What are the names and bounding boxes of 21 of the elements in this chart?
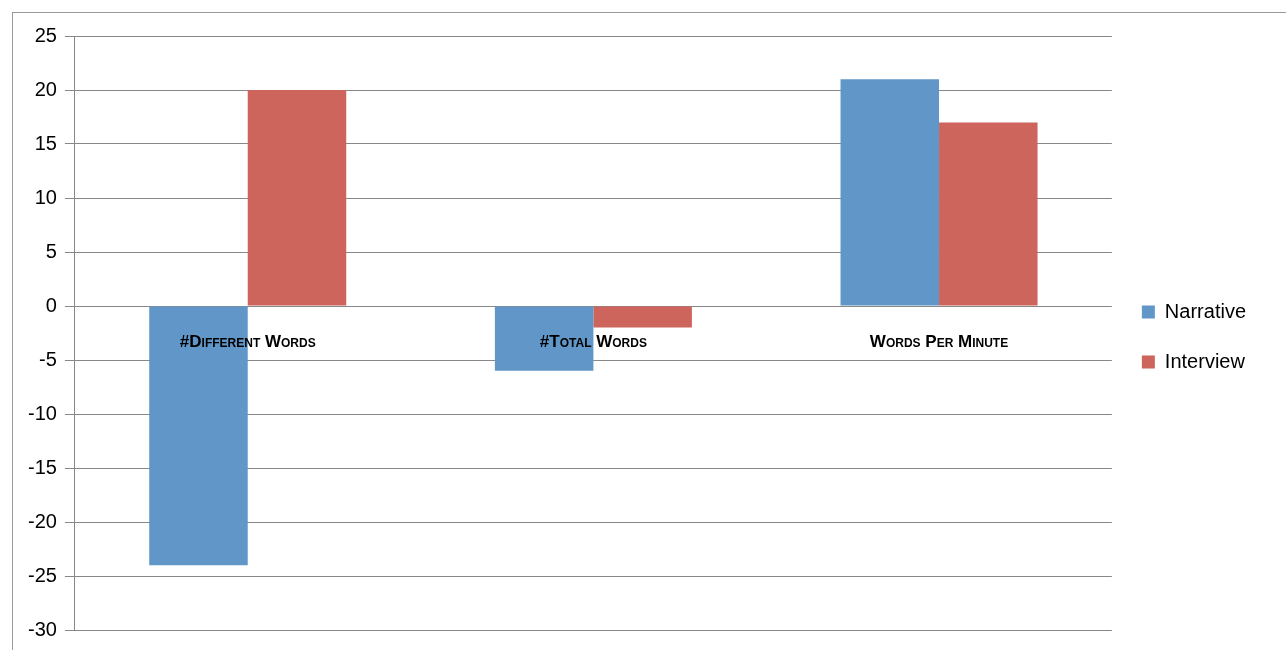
legend-label: Interview [1164,349,1246,372]
bar [247,90,347,306]
x-tick-label: #Total Words [539,332,647,352]
y-tick-label: 15 [34,131,57,154]
x-tick-label: Words Per Minute [869,332,1009,352]
bar [593,306,692,328]
y-tick-label: -15 [28,455,57,478]
legend-label: Narrative [1164,299,1247,322]
y-tick-label: -20 [28,509,57,532]
y-tick-label: 10 [34,185,57,208]
bar [494,306,594,371]
y-tick-label: 20 [34,77,57,100]
y-tick-label: 0 [45,293,57,316]
y-tick-label: -10 [28,401,57,424]
y-tick-label: -5 [39,347,57,370]
bar [939,122,1038,306]
y-tick-label: -30 [28,617,57,640]
bar [840,79,940,306]
y-tick-label: 5 [45,239,57,262]
y-tick-label: 25 [34,23,57,46]
y-tick-label: -25 [28,563,57,586]
